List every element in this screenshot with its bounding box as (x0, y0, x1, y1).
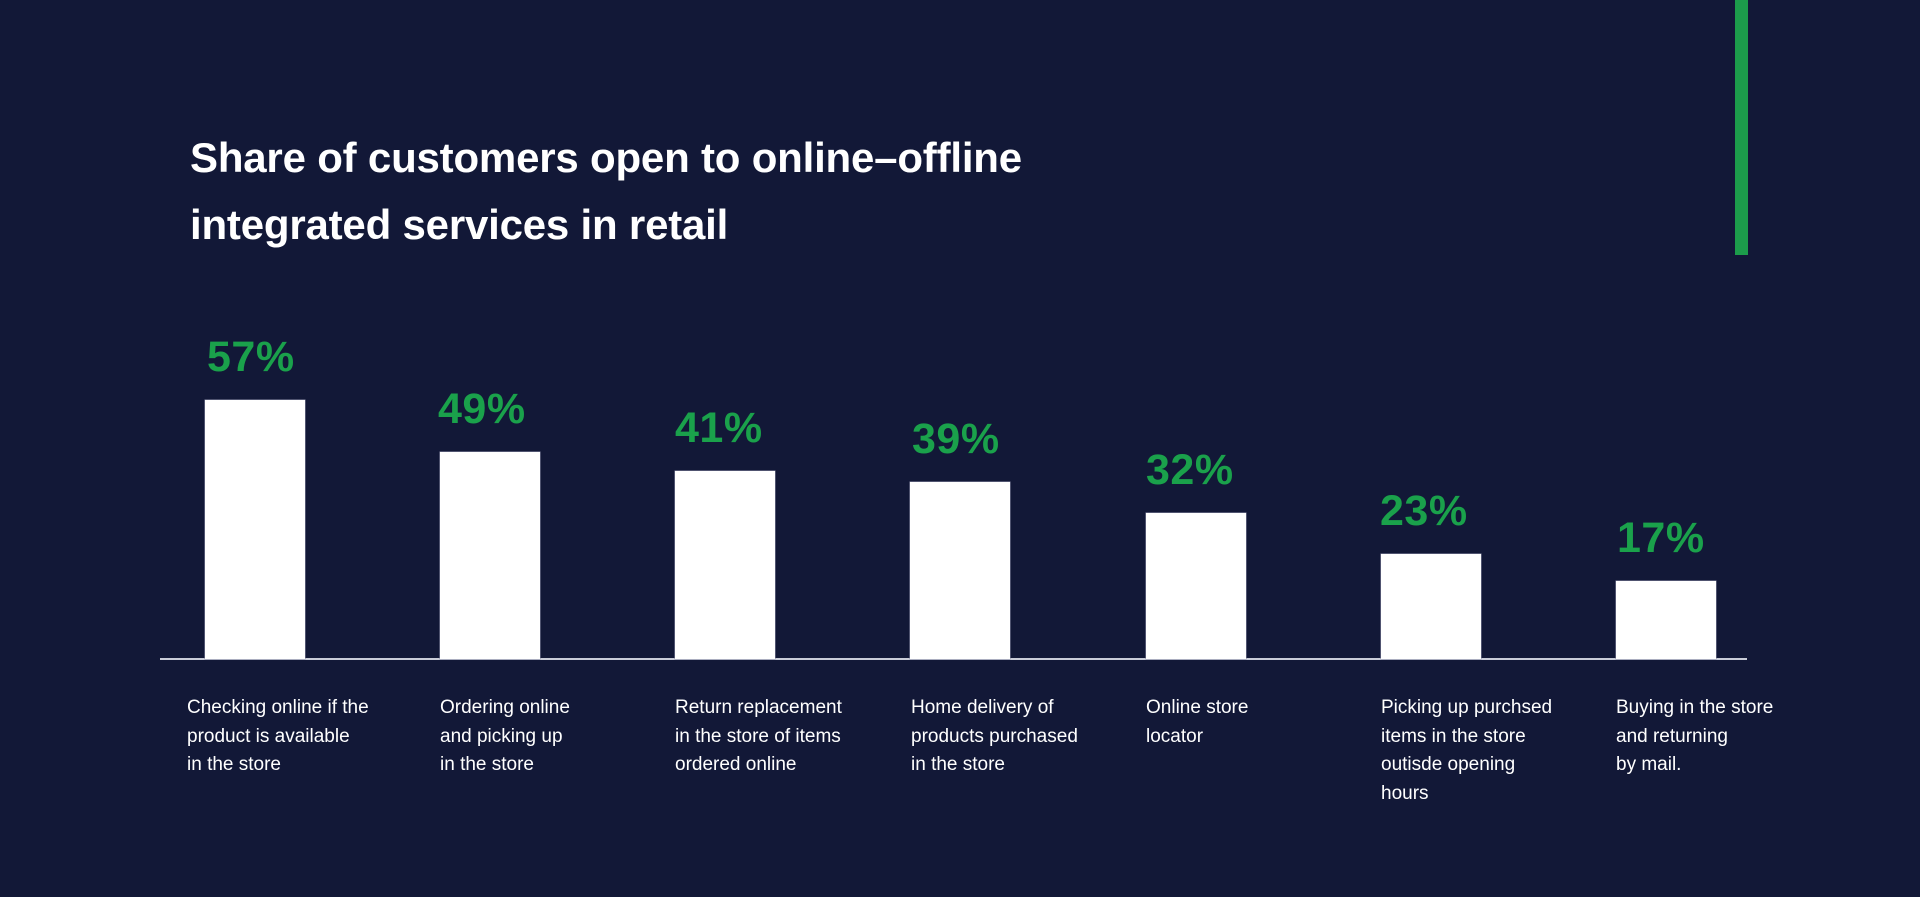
bar-3 (675, 471, 775, 659)
category-label-3: Return replacement in the store of items… (675, 697, 842, 775)
value-label-4: 39% (912, 415, 1000, 463)
category-label-2: Ordering online and picking up in the st… (440, 697, 570, 775)
chart-title: Share of customers open to online–offlin… (190, 124, 1290, 258)
value-label-7: 17% (1617, 514, 1705, 562)
category-label-7: Buying in the store and returning by mai… (1616, 697, 1774, 775)
value-label-1: 57% (207, 333, 295, 381)
chart-title-line-2: integrated services in retail (190, 201, 729, 248)
bar-5 (1146, 513, 1246, 659)
bar-2 (440, 452, 540, 659)
category-label-6: Picking up purchsed items in the store o… (1381, 697, 1553, 804)
value-label-5: 32% (1146, 446, 1234, 494)
x-axis-line (160, 658, 1747, 660)
bar-7 (1616, 581, 1716, 659)
value-label-6: 23% (1380, 487, 1468, 535)
bar-1 (205, 400, 305, 659)
category-label-5: Online store locator (1146, 697, 1249, 747)
accent-stripe (1735, 0, 1748, 255)
value-label-2: 49% (438, 385, 526, 433)
chart-title-line-1: Share of customers open to online–offlin… (190, 134, 1022, 181)
bar-4 (910, 482, 1010, 659)
category-label-1: Checking online if the product is availa… (187, 697, 369, 775)
bar-6 (1381, 554, 1481, 659)
category-label-4: Home delivery of products purchased in t… (911, 697, 1078, 775)
value-label-3: 41% (675, 404, 763, 452)
